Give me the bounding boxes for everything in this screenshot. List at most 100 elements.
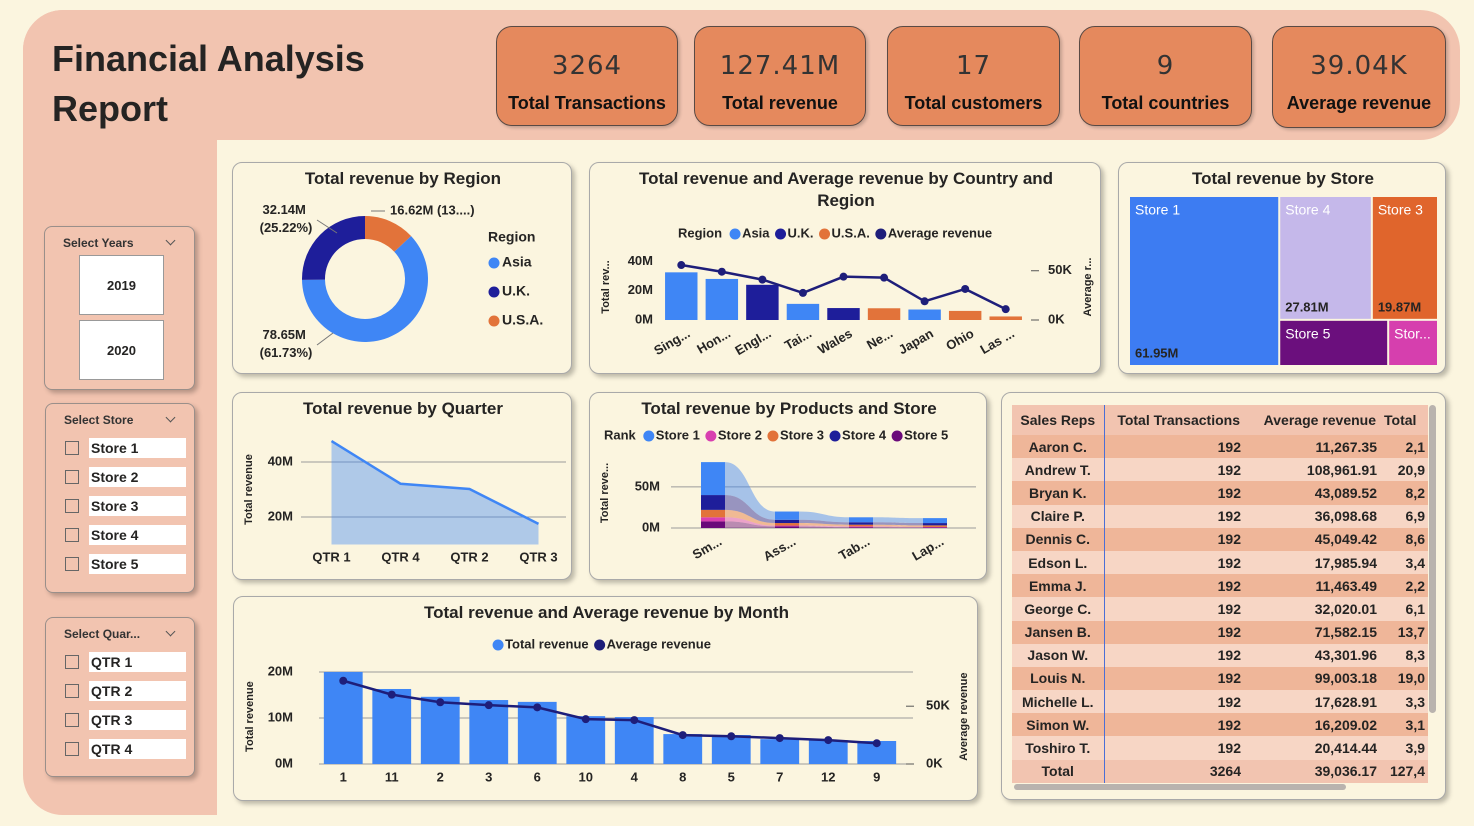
y-axis-title: Total revenue <box>243 454 255 525</box>
ribbon <box>873 522 923 526</box>
x-tick-label: Tai... <box>782 326 814 353</box>
table-cell: 19,0 <box>1380 666 1428 691</box>
legend-swatch <box>729 228 741 240</box>
checkbox-label[interactable]: Store 2 <box>89 467 186 487</box>
x-tick-label: 8 <box>679 769 686 784</box>
table-cell: 8,6 <box>1380 527 1428 551</box>
y-tick-label: 40M <box>628 253 653 268</box>
bar-segment <box>923 527 947 528</box>
y2-tick-label: 50K <box>1048 262 1072 277</box>
table-cell: 192 <box>1104 597 1244 621</box>
bar <box>989 316 1022 320</box>
table-cell: 32,020.01 <box>1244 597 1380 621</box>
checkbox-label[interactable]: QTR 4 <box>89 739 186 759</box>
table-body: Aaron C. 192 11,267.35 2,1 Andrew T. 192 108,9… <box>1012 435 1428 783</box>
kpi-value: 9 <box>1156 51 1175 81</box>
horizontal-scrollbar[interactable] <box>1014 784 1346 790</box>
table-row: Louis N. 192 99,003.18 19,0 <box>1012 666 1428 691</box>
column-header[interactable]: Total <box>1380 405 1428 435</box>
line <box>330 440 540 525</box>
legend-label: Store 1 <box>656 427 700 442</box>
bar-segment <box>701 462 725 496</box>
slicer: Select Quar... QTR 1 QTR 2 QTR 3 QTR 4 <box>45 617 195 777</box>
legend-title: Region <box>488 229 535 245</box>
line-marker <box>339 676 348 685</box>
checkbox-label[interactable]: Store 3 <box>89 496 186 516</box>
bar-segment <box>775 519 799 524</box>
slicer-button[interactable]: 2020 <box>79 320 164 380</box>
checkbox-label[interactable]: QTR 1 <box>89 652 186 672</box>
table-cell: 45,049.42 <box>1244 527 1380 551</box>
y-tick-label: 0M <box>635 311 653 326</box>
table-cell: 192 <box>1104 643 1244 667</box>
chart: 0M 10M 20M 0K 50K Total revenue Average revenu… <box>244 636 970 784</box>
dropdown-chevron[interactable] <box>165 412 176 423</box>
checkbox-label[interactable]: Store 1 <box>89 438 186 458</box>
tile-label: Store 5 <box>1285 326 1330 342</box>
line-marker <box>727 732 736 741</box>
vertical-scrollbar[interactable] <box>1429 405 1436 713</box>
table-cell: 108,961.91 <box>1244 458 1380 482</box>
y-tick-label: 10M <box>268 709 293 724</box>
slicer: Select Years 2019 2020 <box>44 226 195 390</box>
ribbon <box>873 517 923 524</box>
bar <box>808 740 848 764</box>
legend-label: Average revenue <box>888 225 992 240</box>
checkbox-label[interactable]: QTR 3 <box>89 710 186 730</box>
checkbox[interactable] <box>65 655 79 669</box>
dropdown-chevron[interactable] <box>165 235 176 246</box>
checkbox[interactable] <box>65 470 79 484</box>
checkbox[interactable] <box>65 557 79 571</box>
ribbon <box>873 524 923 527</box>
checkbox[interactable] <box>65 528 79 542</box>
line-marker <box>387 690 396 699</box>
column-header[interactable]: Sales Reps <box>1012 405 1105 435</box>
checkbox[interactable] <box>65 441 79 455</box>
line-marker <box>1001 305 1010 314</box>
legend-swatch <box>767 430 779 442</box>
y-axis-title: Total rev... <box>600 260 612 313</box>
checkbox-label[interactable]: Store 4 <box>89 525 186 545</box>
checkbox-label[interactable]: QTR 2 <box>89 681 186 701</box>
x-tick-label: Ohio <box>943 326 976 354</box>
column-header[interactable]: Average revenue <box>1244 405 1380 435</box>
bar-segment <box>849 526 873 528</box>
y-axis-title: Total revenue <box>244 681 256 752</box>
report-title: Financial Analysis Report <box>52 38 365 129</box>
ribbon <box>725 517 775 527</box>
table-row: Michelle L. 192 17,628.91 3,3 <box>1012 690 1428 714</box>
legend-label: Store 3 <box>780 427 824 442</box>
y-tick-label: 20M <box>268 508 293 523</box>
checkbox[interactable] <box>65 713 79 727</box>
table-cell: 3,1 <box>1380 713 1428 737</box>
line-marker <box>678 731 687 740</box>
checkbox[interactable] <box>65 742 79 756</box>
line-marker <box>920 297 929 306</box>
table-cell: Jansen B. <box>1012 620 1105 644</box>
legend-swatch <box>492 639 504 651</box>
legend-swatch <box>594 639 606 651</box>
bar <box>948 310 982 320</box>
donut-segment <box>302 216 365 280</box>
checkbox[interactable] <box>65 684 79 698</box>
legend-label: U.K. <box>788 225 814 240</box>
chart: 78.65M (61.73%) 32.14M (25.22%) 16.62M (13… <box>260 202 544 360</box>
chart-card: 20M 40M Total revenue QTR 1 QTR 4 QTR 2 QTR 3 T… <box>232 392 572 580</box>
table-cell: 17,628.91 <box>1244 690 1380 714</box>
y-tick-label: 20M <box>628 282 653 297</box>
table-row: Claire P. 192 36,098.68 6,9 <box>1012 504 1428 528</box>
bar <box>566 716 606 764</box>
chart-title: Total revenue and Average revenue by Mon… <box>424 603 789 622</box>
checkbox[interactable] <box>65 499 79 513</box>
donut-segment <box>302 236 428 342</box>
line-marker <box>581 715 590 724</box>
table-cell: 3,9 <box>1380 736 1428 760</box>
chart: Store 1 61.95M Store 4 27.81M Store 3 19.87M S… <box>1130 197 1437 365</box>
slicer-button[interactable]: 2019 <box>79 255 164 315</box>
line-marker <box>872 739 881 748</box>
dropdown-chevron[interactable] <box>165 626 176 637</box>
column-header[interactable]: Total Transactions <box>1104 405 1244 435</box>
chart-card: 0M 10M 20M 0K 50K Total revenue Average revenu… <box>233 596 978 801</box>
checkbox-label[interactable]: Store 5 <box>89 554 186 574</box>
